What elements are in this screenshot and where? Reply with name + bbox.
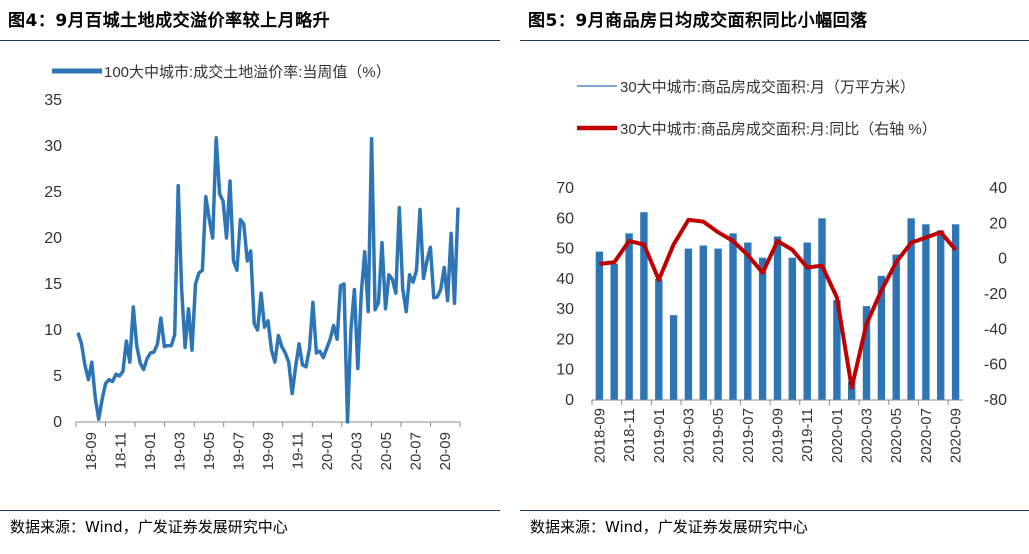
legend-label-area: 30大中城市:商品房成交面积:月（万平方米）: [620, 78, 915, 96]
bar-transaction-area: [714, 248, 722, 400]
x-tick-label: 2020-09: [948, 408, 965, 463]
x-tick-label: 19-05: [201, 432, 218, 470]
x-tick-label: 19-07: [230, 432, 247, 470]
x-tick-label: 2020-05: [888, 408, 905, 463]
bar-transaction-area: [655, 278, 663, 400]
y-left-tick-label: 50: [556, 241, 574, 258]
y-left-tick-label: 10: [556, 362, 574, 379]
figure-4-panel: 图4：9月百城土地成交溢价率较上月略升 100大中城市:成交土地溢价率:当周值（…: [0, 0, 500, 554]
x-tick-label: 2019-11: [799, 408, 816, 462]
x-tick-label: 20-03: [349, 432, 366, 470]
x-tick-label: 18-09: [83, 432, 100, 470]
y-tick-label: 0: [53, 414, 62, 431]
x-tick-label: 18-11: [112, 432, 129, 469]
bar-transaction-area: [595, 251, 604, 400]
y-tick-label: 15: [44, 276, 62, 293]
bar-transaction-area: [907, 218, 915, 400]
bar-transaction-area: [729, 233, 737, 400]
bar-transaction-area: [788, 257, 796, 400]
x-tick-label: 19-03: [171, 432, 188, 470]
x-tick-label: 20-09: [437, 432, 454, 470]
y-right-tick-label: -60: [984, 357, 1007, 374]
figure-5-source: 数据来源：Wind，广发证券发展研究中心: [530, 518, 808, 536]
bar-transaction-area: [892, 254, 900, 400]
y-right-tick-label: -80: [984, 392, 1007, 409]
bar-transaction-area: [744, 242, 752, 400]
y-tick-label: 35: [44, 92, 62, 109]
bar-transaction-area: [877, 275, 886, 400]
bar-transaction-area: [937, 230, 945, 400]
bar-transaction-area: [951, 224, 960, 400]
figure-5-title: 图5：9月商品房日均成交面积同比小幅回落: [528, 11, 868, 31]
bar-transaction-area: [669, 315, 678, 400]
bar-transaction-area: [862, 306, 871, 400]
x-tick-label: 2019-09: [770, 408, 787, 463]
bar-transaction-area: [758, 257, 767, 400]
legend-label-yoy: 30大中城市:商品房成交面积:月:同比（右轴 %）: [620, 120, 937, 138]
x-tick-label: 19-11: [290, 432, 307, 469]
x-tick-label: 2018-11: [621, 408, 638, 462]
x-tick-label: 2020-07: [918, 408, 935, 463]
bar-transaction-area: [922, 224, 930, 400]
bar-transaction-area: [818, 218, 826, 400]
y-right-tick-label: -20: [984, 286, 1007, 303]
figure-4-bottom-rule: [0, 510, 500, 511]
bar-transaction-area: [610, 263, 618, 400]
x-tick-label: 2019-01: [651, 408, 668, 463]
x-tick-label: 2020-03: [859, 408, 876, 463]
y-tick-label: 10: [44, 322, 62, 339]
x-tick-label: 2019-07: [740, 408, 757, 463]
bar-transaction-area: [803, 242, 811, 400]
x-tick-label: 2018-09: [591, 408, 608, 463]
bar-transaction-area: [848, 381, 856, 400]
bar-transaction-area: [640, 212, 648, 400]
figure-5-bottom-rule: [520, 510, 1029, 511]
y-left-tick-label: 0: [565, 392, 574, 409]
figure-5-combo-chart: 30大中城市:商品房成交面积:月（万平方米） 30大中城市:商品房成交面积:月:同…: [556, 78, 1007, 463]
y-left-tick-label: 20: [556, 331, 574, 348]
y-tick-label: 5: [53, 368, 62, 385]
y-right-tick-label: 20: [989, 215, 1007, 232]
x-tick-label: 20-05: [378, 432, 395, 470]
legend-label-land-premium: 100大中城市:成交土地溢价率:当周值（%）: [104, 63, 391, 81]
figure-4-top-rule: [0, 40, 500, 41]
x-tick-label: 20-01: [319, 432, 336, 470]
y-left-tick-label: 70: [556, 180, 574, 197]
y-tick-label: 25: [44, 184, 62, 201]
y-left-tick-label: 30: [556, 301, 574, 318]
y-tick-label: 30: [44, 138, 62, 155]
series-line-yoy: [599, 217, 958, 390]
bar-transaction-area: [684, 248, 693, 400]
x-tick-label: 19-01: [142, 432, 159, 470]
y-left-tick-label: 60: [556, 210, 574, 227]
figure-5-top-rule: [520, 40, 1029, 41]
y-left-tick-label: 40: [556, 271, 574, 288]
bar-transaction-area: [833, 300, 841, 400]
series-line-land-premium: [76, 135, 460, 424]
x-tick-label: 2020-01: [829, 408, 846, 463]
y-right-tick-label: 0: [998, 251, 1007, 268]
y-right-tick-label: 40: [989, 180, 1007, 197]
x-tick-label: 2019-05: [710, 408, 727, 463]
figure-4-source: 数据来源：Wind，广发证券发展研究中心: [10, 518, 288, 536]
y-tick-label: 20: [44, 230, 62, 247]
x-tick-label: 20-07: [408, 432, 425, 470]
bar-transaction-area: [625, 233, 633, 400]
figure-4-title: 图4：9月百城土地成交溢价率较上月略升: [8, 11, 331, 31]
x-tick-label: 2019-03: [680, 408, 697, 463]
bar-transaction-area: [699, 245, 707, 400]
figure-5-panel: 图5：9月商品房日均成交面积同比小幅回落 30大中城市:商品房成交面积:月（万平…: [520, 0, 1029, 554]
bar-transaction-area: [773, 236, 782, 400]
x-tick-label: 19-09: [260, 432, 277, 470]
y-right-tick-label: -40: [984, 321, 1007, 338]
figure-4-line-chart: 100大中城市:成交土地溢价率:当周值（%） 0 5 10 15 20 25 30 35 18-0…: [44, 63, 461, 470]
